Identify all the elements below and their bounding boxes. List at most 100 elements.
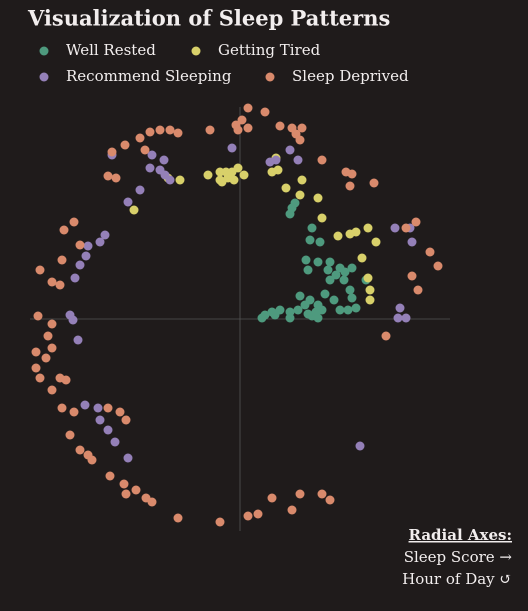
point: [285, 209, 295, 219]
point: [260, 107, 270, 117]
point: [317, 213, 327, 223]
point: [81, 251, 91, 261]
point: [355, 441, 365, 451]
point: [103, 425, 113, 435]
point: [281, 183, 291, 193]
point: [147, 150, 157, 160]
annotation-line: Hour of Day ↺: [402, 570, 512, 588]
point: [345, 181, 355, 191]
point: [61, 375, 71, 385]
legend-label: Sleep Deprived: [292, 67, 409, 85]
point: [339, 275, 349, 285]
point: [297, 175, 307, 185]
point: [313, 193, 323, 203]
point: [173, 513, 183, 523]
point: [243, 511, 253, 521]
legend-swatch: [39, 72, 49, 82]
point: [303, 265, 313, 275]
point: [285, 313, 295, 323]
point: [407, 237, 417, 247]
point: [313, 257, 323, 267]
point: [115, 407, 125, 417]
point: [347, 293, 357, 303]
point: [363, 223, 373, 233]
point: [395, 303, 405, 313]
point: [401, 313, 411, 323]
point: [320, 289, 330, 299]
point: [357, 253, 367, 263]
point: [69, 407, 79, 417]
point: [141, 493, 151, 503]
point: [135, 185, 145, 195]
point: [293, 155, 303, 165]
point: [301, 255, 311, 265]
point: [145, 163, 155, 173]
chart-title: Visualization of Sleep Patterns: [27, 6, 390, 31]
point: [323, 265, 333, 275]
point: [315, 237, 325, 247]
point: [253, 509, 263, 519]
point: [345, 285, 355, 295]
point: [43, 331, 53, 341]
legend-label: Getting Tired: [218, 41, 321, 59]
point: [33, 311, 43, 321]
point: [75, 260, 85, 270]
point: [390, 223, 400, 233]
point: [75, 445, 85, 455]
point: [333, 231, 343, 241]
point: [57, 255, 67, 265]
point: [267, 493, 277, 503]
point: [47, 385, 57, 395]
point: [68, 315, 78, 325]
point: [369, 178, 379, 188]
point: [325, 275, 335, 285]
point: [35, 265, 45, 275]
point: [159, 155, 169, 165]
point: [313, 313, 323, 323]
point: [307, 223, 317, 233]
point: [433, 261, 443, 271]
point: [121, 415, 131, 425]
point: [140, 145, 150, 155]
point: [145, 127, 155, 137]
point: [215, 517, 225, 527]
point: [285, 145, 295, 155]
annotation-title: Radial Axes:: [409, 526, 512, 544]
point: [340, 267, 350, 277]
point: [293, 305, 303, 315]
point: [273, 165, 283, 175]
point: [351, 303, 361, 313]
point: [303, 309, 313, 319]
point: [229, 175, 239, 185]
point: [325, 495, 335, 505]
point: [295, 135, 305, 145]
point: [120, 140, 130, 150]
point: [59, 225, 69, 235]
point: [233, 163, 243, 173]
point: [271, 155, 281, 165]
point: [175, 175, 185, 185]
point: [129, 205, 139, 215]
point: [70, 273, 80, 283]
point: [57, 403, 67, 413]
point: [205, 125, 215, 135]
point: [270, 310, 280, 320]
point: [329, 295, 339, 305]
point: [239, 170, 249, 180]
point: [155, 125, 165, 135]
point: [119, 479, 129, 489]
point: [103, 403, 113, 413]
point: [347, 263, 357, 273]
point: [381, 331, 391, 341]
point: [393, 313, 403, 323]
point: [105, 471, 115, 481]
point: [363, 273, 373, 283]
point: [335, 305, 345, 315]
point: [123, 197, 133, 207]
point: [347, 169, 357, 179]
point: [371, 237, 381, 247]
point: [295, 489, 305, 499]
point: [165, 175, 175, 185]
point: [237, 115, 247, 125]
